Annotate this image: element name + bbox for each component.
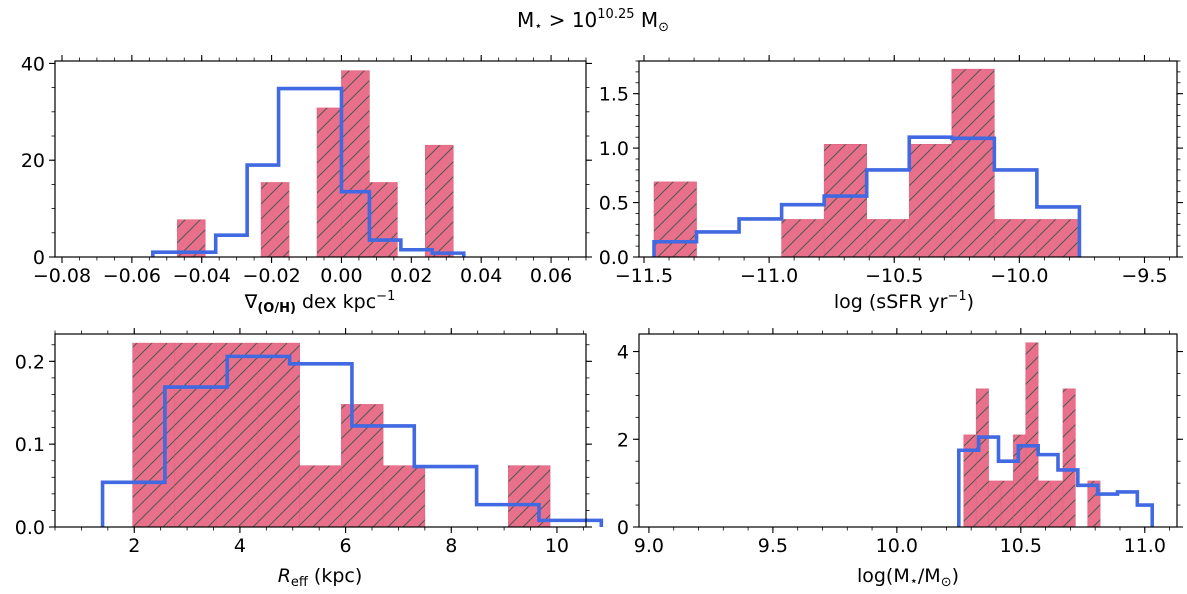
stellar-mass-bar-hatch-4 bbox=[1013, 434, 1026, 527]
stellar-mass-bar-hatch-1 bbox=[976, 388, 989, 527]
metallicity-gradient-ytick-label-0: 0 bbox=[33, 247, 45, 269]
metallicity-gradient-ytick-label-1: 20 bbox=[21, 150, 45, 172]
effective-radius-bar-hatch-2 bbox=[216, 343, 258, 527]
stellar-mass-axes-frame bbox=[638, 333, 1178, 528]
metallicity-gradient-xtick-label-5: 0.02 bbox=[390, 265, 432, 287]
ssfr-xtick-label-1: −11.0 bbox=[740, 265, 798, 287]
ssfr-ytick-label-2: 1.0 bbox=[599, 138, 629, 160]
ssfr-ytick-label-0: 0.0 bbox=[599, 247, 629, 269]
stellar-mass-ytick-label-0: 0 bbox=[617, 517, 629, 539]
ssfr-panel: −11.5 −11.0 −10.5 −10.0 −9.5 0.0 0.5 1.0 1.5 bbox=[599, 55, 1183, 287]
stellar-mass-bar-hatch-7 bbox=[1050, 480, 1063, 527]
stellar-mass-bar-hatch-2 bbox=[988, 480, 1001, 527]
stellar-mass-xtick-label-0: 9.0 bbox=[634, 535, 664, 557]
metallicity-gradient-xtick-label-1: −0.06 bbox=[103, 265, 161, 287]
effective-radius-ytick-label-2: 0.2 bbox=[15, 351, 45, 373]
effective-radius-bar-hatch-7 bbox=[508, 465, 551, 527]
ssfr-ytick-label-1: 0.5 bbox=[599, 193, 629, 215]
stellar-mass-xlabel: log(M⋆/M⊙) bbox=[857, 565, 959, 590]
metallicity-gradient-xlabel: ∇(O/H) dex kpc−1 bbox=[244, 289, 396, 316]
effective-radius-ytick-label-1: 0.1 bbox=[15, 434, 45, 456]
effective-radius-ytick-label-0: 0.0 bbox=[15, 517, 45, 539]
ssfr-bar-hatch-0 bbox=[654, 181, 697, 257]
stellar-mass-bar-hatch-0 bbox=[963, 434, 977, 527]
ssfr-bar-hatch-1 bbox=[781, 219, 825, 257]
ssfr-xlabel: log (sSFR yr−1) bbox=[834, 289, 974, 313]
ssfr-step-line bbox=[652, 135, 1082, 257]
metallicity-gradient-step-line bbox=[151, 86, 466, 257]
stellar-mass-bar-hatch-3 bbox=[1000, 480, 1014, 527]
metallicity-gradient-bar-hatch-4 bbox=[369, 182, 398, 257]
effective-radius-xlabel: Reff (kpc) bbox=[278, 565, 363, 590]
ssfr-bar-hatch-5 bbox=[951, 69, 995, 258]
stellar-mass-bar-hatch-8 bbox=[1062, 388, 1076, 527]
metallicity-gradient-ytick-label-2: 40 bbox=[21, 53, 45, 75]
stellar-mass-step-line bbox=[957, 435, 1155, 527]
ssfr-bar-hatch-3 bbox=[866, 219, 910, 257]
ssfr-xtick-label-3: −10.0 bbox=[990, 265, 1048, 287]
ssfr-ytick-label-3: 1.5 bbox=[599, 84, 629, 106]
stellar-mass-xtick-label-3: 10.5 bbox=[1000, 535, 1042, 557]
effective-radius-xtick-label-1: 4 bbox=[234, 535, 246, 557]
ssfr-bar-hatch-2 bbox=[824, 144, 867, 257]
effective-radius-bar-hatch-3 bbox=[257, 343, 300, 527]
stellar-mass-xtick-label-1: 9.5 bbox=[758, 535, 788, 557]
effective-radius-step-line bbox=[100, 354, 604, 527]
metallicity-gradient-xtick-label-4: 0.00 bbox=[320, 265, 362, 287]
metallicity-gradient-xtick-label-7: 0.06 bbox=[530, 265, 572, 287]
effective-radius-xtick-label-2: 6 bbox=[340, 535, 352, 557]
ssfr-bar-hatch-6 bbox=[994, 219, 1037, 257]
effective-radius-xtick-label-4: 10 bbox=[545, 535, 569, 557]
metallicity-gradient-xtick-label-6: 0.04 bbox=[460, 265, 502, 287]
metallicity-gradient-xtick-label-3: −0.02 bbox=[242, 265, 300, 287]
figure-title: M⋆ > 1010.25 M⊙ bbox=[517, 7, 669, 35]
stellar-mass-bar-hatch-6 bbox=[1038, 480, 1051, 527]
ssfr-xtick-label-4: −9.5 bbox=[1121, 265, 1167, 287]
effective-radius-panel: 2 4 6 8 10 0.0 0.1 0.2 bbox=[15, 328, 604, 557]
metallicity-gradient-axes-frame bbox=[54, 60, 587, 258]
effective-radius-bar-hatch-0 bbox=[132, 343, 175, 527]
metallicity-gradient-xtick-label-0: −0.08 bbox=[33, 265, 91, 287]
metallicity-gradient-bar-hatch-3 bbox=[341, 70, 370, 257]
ssfr-bar-hatch-4 bbox=[909, 144, 952, 257]
metallicity-gradient-xtick-label-2: −0.04 bbox=[173, 265, 231, 287]
effective-radius-bar-hatch-6 bbox=[383, 465, 425, 527]
effective-radius-xtick-label-3: 8 bbox=[445, 535, 457, 557]
stellar-mass-panel: 9.0 9.5 10.0 10.5 11.0 0 2 4 bbox=[617, 328, 1183, 557]
metallicity-gradient-panel: −0.08 −0.06 −0.04 −0.02 0.00 0.02 0.04 0.06 0 20 4… bbox=[21, 53, 592, 287]
effective-radius-bar-hatch-1 bbox=[174, 343, 217, 527]
stellar-mass-bar-hatch-5 bbox=[1025, 342, 1039, 527]
effective-radius-xtick-label-0: 2 bbox=[128, 535, 140, 557]
effective-radius-axes-frame bbox=[54, 333, 587, 528]
stellar-mass-ytick-label-2: 4 bbox=[617, 342, 629, 364]
effective-radius-bar-hatch-4 bbox=[299, 465, 342, 527]
metallicity-gradient-bar-hatch-5 bbox=[425, 145, 454, 257]
stellar-mass-ytick-label-1: 2 bbox=[617, 429, 629, 451]
ssfr-bar-hatch-7 bbox=[1036, 219, 1080, 257]
ssfr-xtick-label-2: −10.5 bbox=[865, 265, 923, 287]
ssfr-xtick-label-0: −11.5 bbox=[615, 265, 673, 287]
effective-radius-bar-hatch-5 bbox=[341, 404, 384, 527]
stellar-mass-xtick-label-4: 11.0 bbox=[1124, 535, 1166, 557]
metallicity-gradient-bar-hatch-2 bbox=[317, 107, 342, 257]
stellar-mass-xtick-label-2: 10.0 bbox=[876, 535, 918, 557]
metallicity-gradient-bar-hatch-1 bbox=[261, 182, 290, 257]
